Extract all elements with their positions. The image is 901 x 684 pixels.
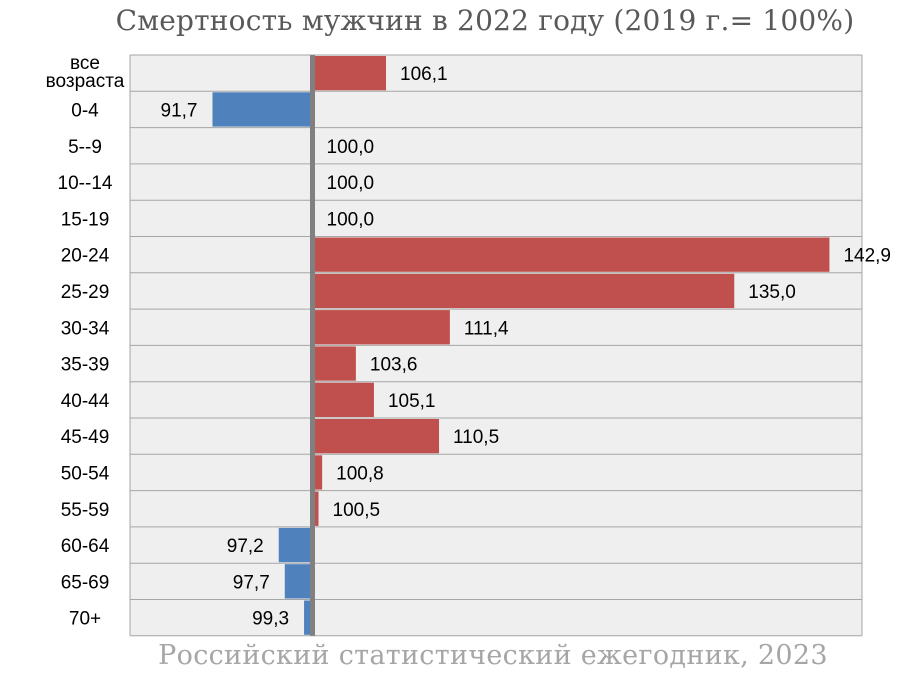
bar: [312, 237, 830, 272]
data-label: 103,6: [370, 355, 418, 376]
data-label: 111,4: [464, 318, 509, 339]
bar: [304, 600, 313, 635]
data-label: 97,7: [233, 572, 270, 593]
category-label: 50-54: [61, 463, 110, 484]
category-label: 40-44: [61, 391, 110, 412]
data-label: 135,0: [748, 282, 796, 303]
data-label: 142,9: [843, 246, 891, 267]
row-band: [130, 345, 862, 382]
row-band: [130, 599, 862, 636]
category-label: 55-59: [61, 500, 110, 521]
row-band: [130, 55, 862, 92]
bar: [312, 382, 374, 417]
data-label: 100,8: [336, 463, 384, 484]
data-label: 100,0: [327, 173, 375, 194]
bars: [212, 56, 830, 635]
data-label: 99,3: [252, 609, 289, 630]
category-label: 5--9: [68, 137, 102, 158]
bar: [312, 346, 356, 381]
row-band: [130, 309, 862, 346]
bar: [312, 491, 319, 526]
data-label: 100,0: [327, 137, 375, 158]
bar: [312, 419, 440, 454]
category-label: 70+: [69, 609, 101, 630]
data-label: 105,1: [388, 391, 436, 412]
bar: [212, 92, 313, 127]
bar: [312, 273, 735, 309]
bar: [284, 564, 313, 599]
category-labels: все возраста 0-4 5--9 10--14 15-19 20-24 25-29 3…: [46, 53, 125, 630]
data-label: 100,0: [327, 209, 375, 230]
data-label: 97,2: [227, 536, 264, 557]
category-label: 65-69: [61, 572, 110, 593]
bar: [278, 527, 313, 563]
source-caption: Российский статистический ежегодник, 202…: [158, 640, 828, 671]
category-label: 20-24: [61, 246, 110, 267]
category-label: все возраста: [46, 53, 125, 92]
data-label: 91,7: [161, 100, 198, 121]
row-band: [130, 526, 862, 564]
row-band: [130, 418, 862, 455]
row-band: [130, 490, 862, 527]
chart-title: Смертность мужчин в 2022 году (2019 г.= …: [115, 4, 855, 37]
data-label: 100,5: [333, 500, 381, 521]
category-label: 10--14: [58, 173, 113, 194]
category-label: 15-19: [61, 209, 110, 230]
data-labels: 106,1 91,7 100,0 100,0 100,0 142,9 135,0 111,4 1…: [161, 64, 891, 630]
category-label: 30-34: [61, 318, 110, 339]
category-label: 45-49: [61, 427, 110, 448]
data-label: 106,1: [400, 64, 448, 85]
row-band: [130, 563, 862, 600]
bar: [312, 455, 323, 490]
category-label: 60-64: [61, 536, 110, 557]
bar: [312, 56, 387, 91]
bar: [312, 310, 450, 345]
row-band: [130, 127, 862, 164]
category-label: 0-4: [71, 100, 99, 121]
data-label: 110,5: [453, 427, 499, 448]
row-band: [130, 381, 862, 418]
row-band: [130, 454, 862, 491]
category-label: 25-29: [61, 282, 110, 303]
row-band: [130, 163, 862, 201]
row-band: [130, 200, 862, 237]
category-label: 35-39: [61, 355, 110, 376]
